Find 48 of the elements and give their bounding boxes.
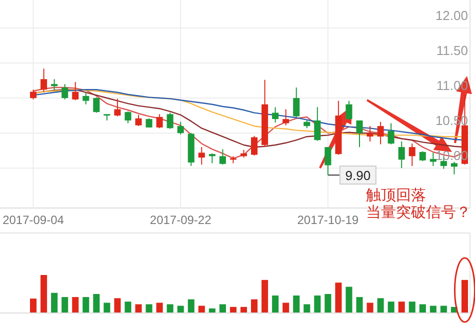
bar bbox=[72, 297, 79, 313]
bar bbox=[240, 306, 247, 313]
bar bbox=[335, 282, 342, 313]
bar bbox=[346, 286, 352, 313]
bar bbox=[177, 306, 184, 313]
annotation: 当量突破信号？ bbox=[366, 204, 471, 221]
bar bbox=[419, 304, 426, 313]
bar bbox=[461, 280, 468, 313]
bar bbox=[82, 297, 90, 313]
bar bbox=[62, 297, 68, 313]
bar bbox=[282, 302, 290, 313]
bar bbox=[40, 275, 48, 313]
bar bbox=[430, 306, 436, 313]
bar bbox=[135, 304, 142, 313]
bar bbox=[104, 302, 110, 313]
bar bbox=[408, 302, 416, 313]
bar bbox=[388, 302, 394, 313]
bar bbox=[272, 296, 279, 313]
bar bbox=[30, 298, 37, 313]
bar bbox=[251, 299, 258, 313]
bar bbox=[156, 302, 163, 313]
bar bbox=[124, 302, 132, 313]
bar bbox=[324, 294, 332, 313]
bar bbox=[166, 304, 174, 313]
bar bbox=[51, 292, 58, 313]
annotation: 触顶回落 bbox=[366, 187, 426, 204]
bar bbox=[198, 306, 205, 313]
bar bbox=[398, 302, 405, 313]
x-tick-label: 2017-10-19 bbox=[297, 213, 359, 227]
x-tick-label: 2017-09-22 bbox=[150, 213, 212, 227]
bar bbox=[262, 280, 268, 313]
y-tick-label: 11.50 bbox=[436, 43, 468, 58]
bar bbox=[356, 297, 363, 313]
bar bbox=[366, 302, 374, 313]
bar bbox=[314, 296, 321, 313]
annotation: 9.90 bbox=[345, 168, 371, 184]
bar bbox=[114, 298, 121, 313]
bar bbox=[146, 304, 152, 313]
y-tick-label: 12.00 bbox=[435, 8, 468, 24]
bar bbox=[304, 304, 310, 313]
x-tick-label: 2017-09-04 bbox=[2, 213, 64, 227]
bar bbox=[188, 299, 194, 313]
bar bbox=[440, 306, 447, 313]
bar bbox=[219, 304, 226, 313]
bar bbox=[377, 298, 384, 313]
bar bbox=[93, 294, 100, 313]
bar bbox=[230, 306, 236, 313]
bar bbox=[293, 296, 300, 313]
